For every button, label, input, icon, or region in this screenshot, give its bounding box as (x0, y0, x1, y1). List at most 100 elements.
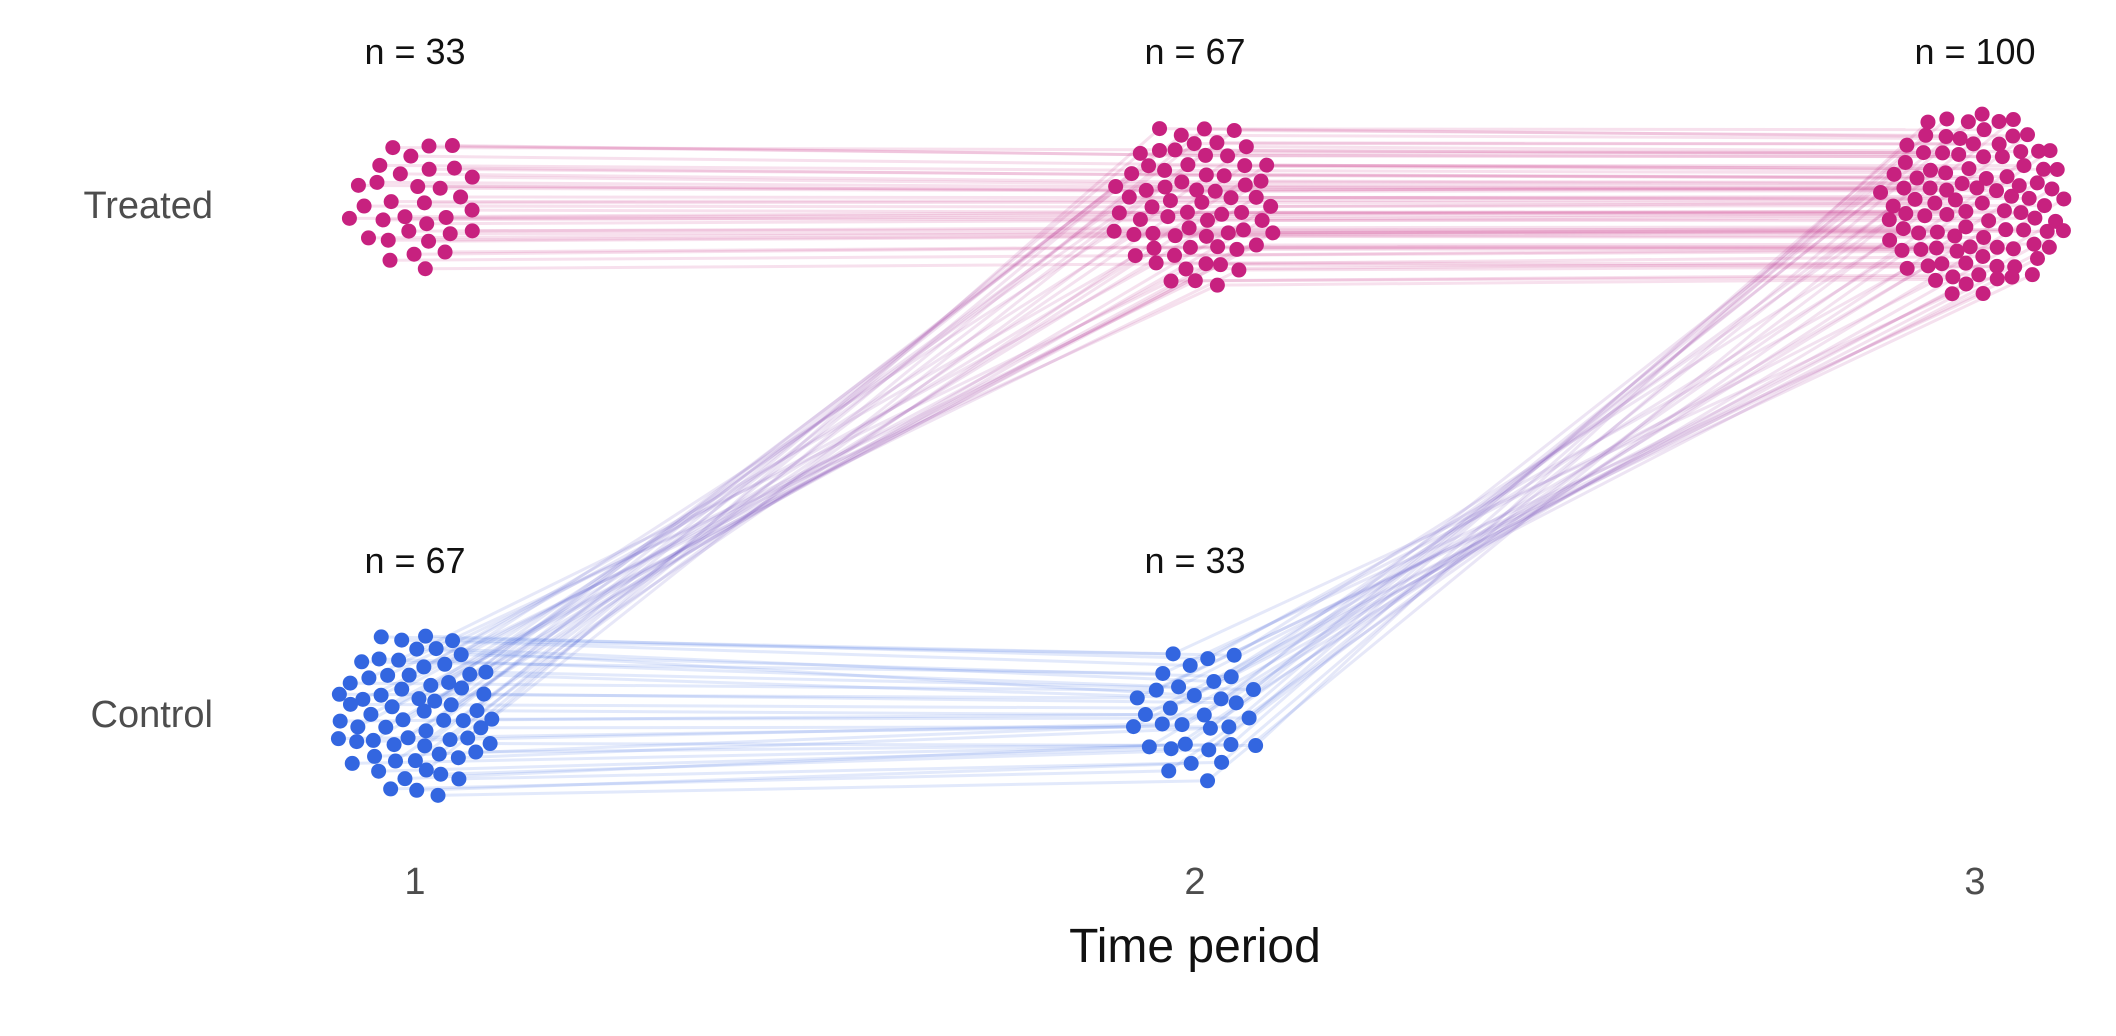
unit-point (384, 699, 400, 715)
unit-point (1231, 262, 1247, 278)
unit-point (455, 713, 471, 729)
flow-line (490, 742, 1256, 748)
unit-point (417, 261, 433, 277)
unit-point (1157, 179, 1173, 195)
unit-point (1229, 241, 1245, 257)
unit-point (446, 160, 462, 176)
flow-line (1207, 267, 1908, 660)
unit-point (1202, 720, 1218, 736)
unit-point (383, 194, 399, 210)
flow-line (437, 779, 1208, 797)
unit-point (2021, 190, 2037, 206)
unit-point (1187, 273, 1203, 289)
unit-point (1939, 111, 1955, 127)
unit-point (400, 730, 416, 746)
unit-point (432, 180, 448, 196)
unit-point (383, 781, 399, 797)
unit-point (1254, 212, 1270, 228)
unit-point (418, 628, 434, 644)
unit-point (394, 681, 410, 697)
x-tick-label-2: 2 (1184, 861, 1205, 903)
flow-line (443, 229, 1115, 666)
unit-point (1989, 239, 2005, 255)
unit-point (1126, 227, 1142, 243)
flow-line (461, 653, 1232, 679)
unit-point (417, 738, 433, 754)
unit-point (1971, 267, 1987, 283)
flow-line (483, 692, 1237, 705)
unit-point (2005, 128, 2021, 144)
unit-point (453, 647, 469, 663)
unit-point (2005, 241, 2021, 257)
unit-point (2031, 143, 2047, 159)
flow-line (389, 253, 1175, 262)
flow-line (1246, 145, 2021, 154)
unit-point (445, 633, 461, 649)
cluster-control-2 (1125, 646, 1264, 789)
flow-line (440, 748, 1209, 776)
unit-point (1947, 192, 1963, 208)
unit-point (2029, 251, 2045, 267)
unit-point (369, 174, 385, 190)
unit-point (1162, 700, 1178, 716)
flow-line (388, 234, 1176, 242)
count-label-treated-2: n = 67 (1144, 31, 1245, 72)
unit-point (1895, 221, 1911, 237)
count-label-control-1: n = 67 (364, 540, 465, 581)
unit-point (1897, 154, 1913, 170)
unit-point (1200, 212, 1216, 228)
flow-line (425, 129, 1236, 772)
unit-point (421, 138, 437, 154)
flow-line (1234, 128, 2013, 138)
unit-point (460, 730, 476, 746)
unit-point (1162, 193, 1178, 209)
unit-point (1238, 139, 1254, 155)
flow-line (1148, 164, 1931, 172)
flow-line (381, 635, 1174, 656)
cluster-treated-2 (1106, 121, 1281, 293)
unit-point (1265, 225, 1281, 241)
unit-point (1124, 166, 1140, 182)
unit-point (1220, 225, 1236, 241)
flow-line (423, 254, 1137, 669)
unit-point (1915, 145, 1931, 161)
unit-point (468, 744, 484, 760)
unit-point (1922, 180, 1938, 196)
unit-point (1899, 137, 1915, 153)
unit-point (1132, 145, 1148, 161)
unit-point (1939, 206, 1955, 222)
flow-line (1132, 229, 2065, 728)
unit-point (2036, 198, 2052, 214)
unit-point (1121, 189, 1137, 205)
unit-point (401, 667, 417, 683)
flow-line (358, 183, 1147, 192)
unit-point (1989, 258, 2005, 274)
unit-point (2036, 161, 2052, 177)
unit-point (411, 691, 427, 707)
unit-point (1209, 135, 1225, 151)
unit-point (1949, 243, 1965, 259)
unit-point (1237, 177, 1253, 193)
unit-point (1245, 682, 1261, 698)
unit-point (1999, 169, 2015, 185)
unit-point (1913, 241, 1929, 257)
unit-point (1198, 147, 1214, 163)
unit-point (428, 641, 444, 657)
unit-point (1223, 669, 1239, 685)
unit-point (1945, 269, 1961, 285)
unit-point (1954, 176, 1970, 192)
flow-line (1174, 249, 1958, 257)
unit-point (1201, 742, 1217, 758)
flow-line (491, 716, 1250, 721)
unit-point (1976, 229, 1992, 245)
unit-point (1935, 145, 1951, 161)
unit-point (1174, 717, 1190, 733)
group-label-control: Control (91, 694, 214, 736)
flow-line (1193, 264, 1929, 697)
unit-point (1154, 716, 1170, 732)
flow-line (378, 747, 1172, 773)
flow-line (1254, 120, 1929, 747)
unit-point (433, 766, 449, 782)
unit-point (1220, 148, 1236, 164)
